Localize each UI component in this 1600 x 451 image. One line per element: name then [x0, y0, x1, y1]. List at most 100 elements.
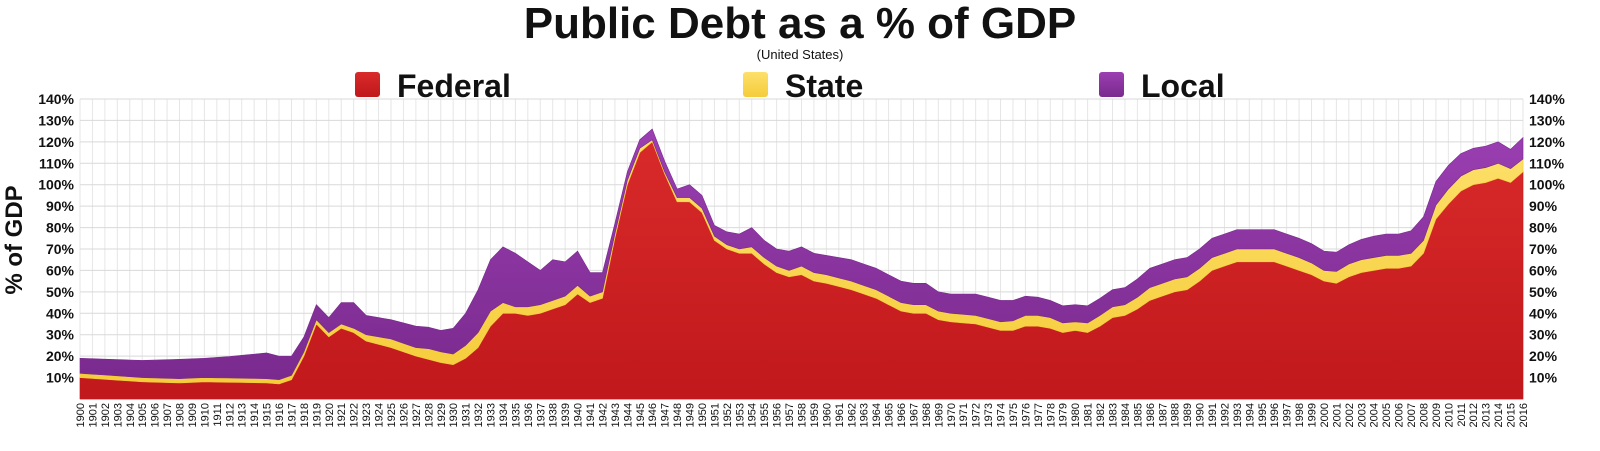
x-tick-label: 1980 [1070, 403, 1082, 427]
x-tick-label: 1922 [349, 403, 361, 427]
x-tick-label: 1998 [1294, 403, 1306, 427]
legend-label-federal: Federal [397, 68, 511, 104]
x-tick-label: 1908 [175, 403, 187, 427]
x-tick-label: 1965 [884, 403, 896, 427]
y-tick-label-right: 130% [1529, 112, 1565, 128]
x-tick-label: 1957 [784, 403, 796, 427]
y-tick-label-left: 20% [46, 348, 75, 364]
x-tick-label: 1990 [1195, 403, 1207, 427]
x-tick-label: 1900 [75, 403, 87, 427]
x-tick-label: 2002 [1344, 403, 1356, 427]
y-tick-label-left: 80% [46, 220, 75, 236]
x-tick-label: 1968 [921, 403, 933, 427]
x-tick-label: 1934 [498, 403, 510, 427]
x-tick-label: 1954 [747, 403, 759, 427]
y-tick-label-right: 40% [1529, 305, 1558, 321]
x-tick-label: 1981 [1083, 403, 1095, 427]
y-axis-right: 10% 20% 30% 40% 50% 60% 70% 80% 90% 100% 110% 120% 1… [1529, 91, 1565, 386]
x-tick-label: 1955 [759, 403, 771, 427]
y-tick-label-right: 140% [1529, 91, 1565, 107]
x-tick-label: 2011 [1456, 403, 1468, 427]
x-tick-label: 1989 [1182, 403, 1194, 427]
x-tick-label: 1972 [971, 403, 983, 427]
x-tick-label: 1993 [1232, 403, 1244, 427]
y-axis-left: 10% 20% 30% 40% 50% 60% 70% 80% 90% 100% 110% 120% 1… [38, 91, 74, 386]
x-tick-label: 1938 [548, 403, 560, 427]
x-tick-label: 2006 [1394, 403, 1406, 427]
x-tick-label: 1917 [286, 403, 298, 427]
x-tick-label: 1994 [1244, 403, 1256, 427]
x-tick-label: 1901 [87, 403, 99, 427]
y-tick-label-left: 10% [46, 370, 75, 386]
y-tick-label-right: 110% [1529, 155, 1565, 171]
x-tick-label: 1976 [1020, 403, 1032, 427]
x-tick-label: 2003 [1356, 403, 1368, 427]
x-tick-label: 1995 [1257, 403, 1269, 427]
y-tick-label-left: 60% [46, 262, 75, 278]
x-tick-label: 1997 [1282, 403, 1294, 427]
x-tick-label: 1956 [772, 403, 784, 427]
x-tick-label: 2008 [1418, 403, 1430, 427]
x-tick-label: 1903 [112, 403, 124, 427]
x-tick-label: 1971 [958, 403, 970, 427]
x-tick-label: 1952 [722, 403, 734, 427]
x-tick-label: 1946 [647, 403, 659, 427]
x-tick-label: 1915 [262, 403, 274, 427]
x-tick-label: 1942 [597, 403, 609, 427]
y-tick-label-right: 80% [1529, 220, 1558, 236]
x-tick-label: 1927 [411, 403, 423, 427]
x-tick-label: 1940 [573, 403, 585, 427]
y-tick-label-left: 70% [46, 241, 75, 257]
x-tick-label: 1970 [946, 403, 958, 427]
x-tick-label: 2001 [1331, 403, 1343, 427]
x-tick-label: 1958 [797, 403, 809, 427]
legend-swatch-local [1099, 72, 1124, 97]
x-tick-label: 2009 [1431, 403, 1443, 427]
x-tick-label: 2015 [1506, 403, 1518, 427]
x-tick-label: 1961 [834, 403, 846, 427]
x-tick-label: 1933 [486, 403, 498, 427]
x-tick-label: 1984 [1120, 403, 1132, 427]
x-tick-label: 1923 [361, 403, 373, 427]
x-tick-label: 1924 [374, 403, 386, 427]
x-tick-label: 2007 [1406, 403, 1418, 427]
area-local [79, 128, 1524, 381]
x-tick-label: 1975 [1008, 403, 1020, 427]
x-tick-label: 1943 [610, 403, 622, 427]
series-areas [79, 128, 1524, 400]
x-tick-label: 1944 [622, 403, 634, 427]
y-tick-label-right: 120% [1529, 134, 1565, 150]
x-tick-label: 1963 [859, 403, 871, 427]
x-tick-label: 1916 [274, 403, 286, 427]
x-tick-label: 1931 [461, 403, 473, 427]
x-tick-label: 1939 [560, 403, 572, 427]
y-tick-label-right: 20% [1529, 348, 1558, 364]
x-tick-label: 1967 [908, 403, 920, 427]
x-tick-label: 1973 [983, 403, 995, 427]
x-tick-label: 1945 [635, 403, 647, 427]
x-tick-label: 1912 [224, 403, 236, 427]
x-tick-label: 1949 [685, 403, 697, 427]
y-tick-label-right: 70% [1529, 241, 1558, 257]
x-tick-label: 1910 [199, 403, 211, 427]
x-tick-label: 1914 [249, 403, 261, 427]
x-tick-label: 1947 [660, 403, 672, 427]
x-tick-label: 1930 [448, 403, 460, 427]
x-tick-label: 1986 [1145, 403, 1157, 427]
y-tick-label-left: 140% [38, 91, 74, 107]
chart-subtitle: (United States) [757, 47, 844, 62]
legend-label-state: State [785, 68, 863, 104]
x-axis: 1900 1901 1902 1903 1904 1905 1906 1907 1908 1909… [75, 403, 1530, 427]
legend-swatch-state [743, 72, 768, 97]
x-tick-label: 1950 [697, 403, 709, 427]
x-tick-label: 1911 [212, 403, 224, 427]
y-tick-label-right: 60% [1529, 262, 1558, 278]
x-tick-label: 1962 [846, 403, 858, 427]
y-tick-label-right: 30% [1529, 327, 1558, 343]
y-tick-label-right: 90% [1529, 198, 1558, 214]
x-tick-label: 1918 [299, 403, 311, 427]
y-tick-label-left: 40% [46, 305, 75, 321]
y-tick-label-left: 100% [38, 177, 74, 193]
